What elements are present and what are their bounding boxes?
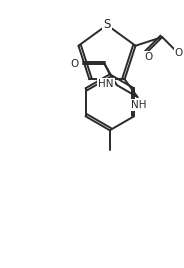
Text: O: O xyxy=(70,59,79,69)
Text: NH: NH xyxy=(131,100,146,110)
Text: HN: HN xyxy=(98,79,114,89)
Text: S: S xyxy=(103,18,111,32)
Text: O: O xyxy=(144,52,153,62)
Text: O: O xyxy=(175,48,183,58)
